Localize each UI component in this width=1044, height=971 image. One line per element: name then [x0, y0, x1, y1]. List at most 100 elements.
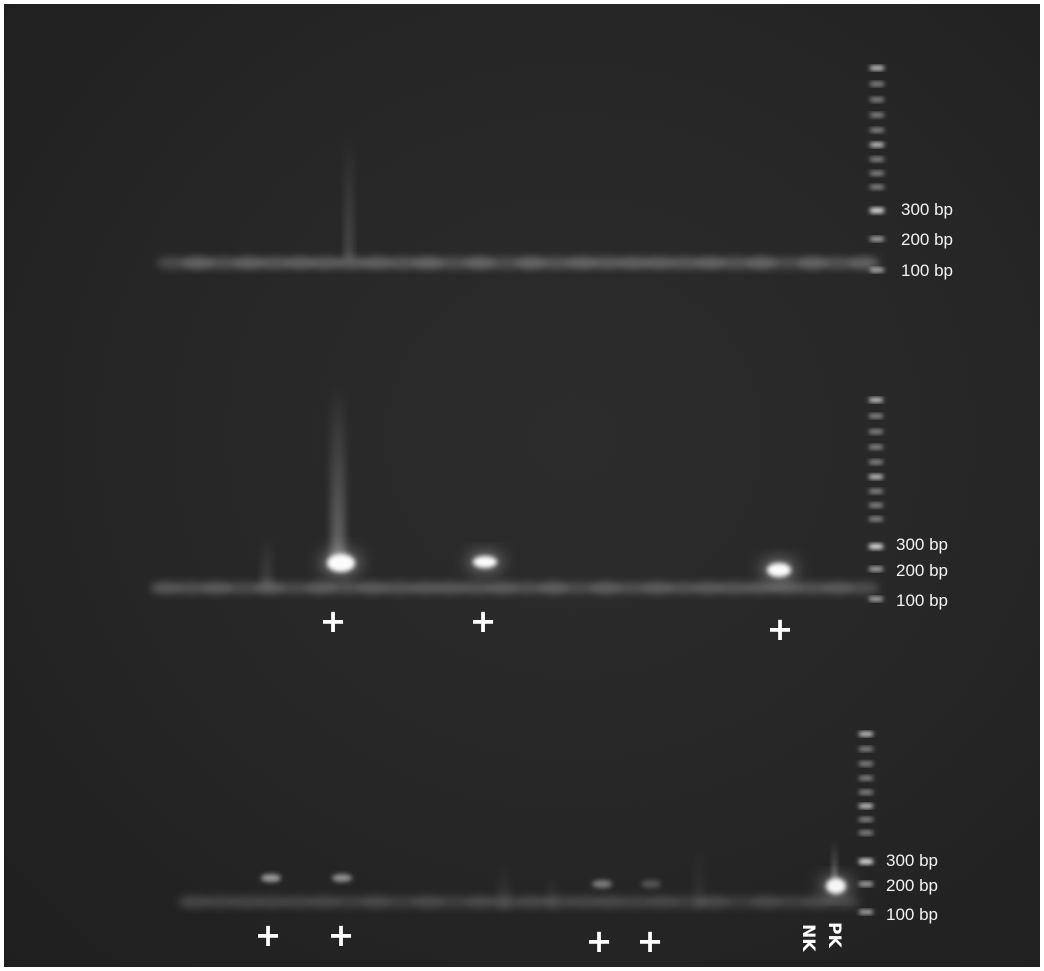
positive-control-label: PK [824, 922, 844, 948]
row3-ladder-300-label: 300 bp [886, 851, 938, 870]
primer-dimer-band [178, 896, 210, 908]
ladder-band [869, 567, 883, 571]
primer-dimer-band [564, 582, 596, 594]
primer-dimer-band [334, 896, 366, 908]
primer-dimer-band [204, 896, 236, 908]
pk-smear [832, 840, 837, 880]
primer-dimer-band [592, 257, 624, 269]
dna-smear [694, 844, 704, 909]
primer-dimer-band [361, 257, 393, 269]
primer-dimer-band [745, 582, 777, 594]
primer-dimer-band [383, 582, 415, 594]
primer-dimer-band [643, 257, 675, 269]
primer-dimer-band [279, 582, 311, 594]
row2-positive-mark: + [766, 610, 794, 648]
primer-dimer-band [641, 582, 673, 594]
ladder-band [870, 66, 884, 70]
row2-ladder-100-label: 100 bp [896, 591, 948, 610]
row3-positive-mark: + [585, 922, 613, 960]
primer-dimer-band [438, 257, 470, 269]
ladder-band [870, 82, 884, 86]
primer-dimer-band [253, 582, 285, 594]
ladder-band [870, 268, 884, 272]
primer-dimer-band [489, 257, 521, 269]
pk-band [826, 878, 846, 894]
primer-dimer-band [516, 896, 548, 908]
primer-dimer-band [412, 896, 444, 908]
primer-dimer-band [776, 896, 808, 908]
ladder-band [869, 429, 883, 434]
faint-band [641, 880, 661, 888]
primer-dimer-band [150, 582, 182, 594]
primer-dimer-band [202, 582, 234, 594]
primer-dimer-band [230, 896, 262, 908]
ladder-band [869, 517, 883, 522]
primer-dimer-band [615, 582, 647, 594]
primer-dimer-band [750, 896, 782, 908]
dna-smear [331, 384, 345, 560]
ladder-band [869, 489, 883, 494]
ladder-band [859, 732, 873, 736]
primer-dimer-band [409, 582, 441, 594]
primer-dimer-band [386, 896, 418, 908]
dna-smear [345, 134, 353, 259]
primer-dimer-band [207, 257, 239, 269]
primer-dimer-band [594, 896, 626, 908]
dna-smear [498, 864, 510, 909]
primer-dimer-band [848, 257, 880, 269]
primer-dimer-band [464, 896, 496, 908]
ladder-band [869, 414, 883, 418]
bright-band [767, 563, 791, 577]
primer-dimer-band [310, 257, 342, 269]
ladder-band [870, 208, 884, 213]
bright-band [327, 554, 355, 572]
primer-dimer-band [538, 582, 570, 594]
primer-dimer-band [617, 257, 649, 269]
ladder-band [869, 474, 883, 479]
ladder-band [859, 776, 873, 781]
row3-ladder-100-label: 100 bp [886, 905, 938, 924]
primer-dimer-band [515, 257, 547, 269]
primer-dimer-band [667, 582, 699, 594]
primer-dimer-band [566, 257, 598, 269]
primer-dimer-band [305, 582, 337, 594]
ladder-band [870, 142, 884, 147]
ladder-band [859, 804, 873, 808]
primer-dimer-band [357, 582, 389, 594]
ladder-band [869, 503, 883, 508]
dna-smear [262, 534, 272, 586]
row1-ladder-200-label: 200 bp [901, 230, 953, 249]
primer-dimer-band [669, 257, 700, 269]
primer-dimer-band [434, 582, 466, 594]
primer-dimer-band [282, 896, 314, 908]
primer-dimer-band [771, 257, 803, 269]
primer-dimer-band [541, 257, 572, 269]
primer-dimer-band [438, 896, 470, 908]
negative-control-label: NK [798, 924, 818, 952]
primer-dimer-band [464, 257, 495, 269]
primer-dimer-band [828, 896, 860, 908]
row2-positive-mark: + [469, 602, 497, 640]
primer-dimer-band [802, 896, 834, 908]
ladder-band [870, 157, 884, 162]
primer-dimer-band [176, 582, 208, 594]
primer-dimer-band [182, 257, 214, 269]
primer-dimer-band [156, 257, 188, 269]
primer-dimer-band [336, 257, 367, 269]
ladder-band [870, 113, 884, 118]
primer-dimer-band [308, 896, 340, 908]
primer-dimer-band [460, 582, 492, 594]
primer-dimer-band [822, 257, 854, 269]
ladder-band [869, 544, 883, 549]
primer-dimer-band [646, 896, 678, 908]
primer-dimer-band [720, 257, 752, 269]
primer-dimer-band [796, 582, 828, 594]
row1-ladder-100-label: 100 bp [901, 261, 953, 280]
primer-dimer-band [568, 896, 600, 908]
primer-dimer-band [387, 257, 419, 269]
primer-dimer-band [589, 582, 621, 594]
ladder-band [869, 597, 883, 601]
ladder-band [870, 97, 884, 102]
row2-ladder-200-label: 200 bp [896, 561, 948, 580]
primer-dimer-band [228, 582, 260, 594]
